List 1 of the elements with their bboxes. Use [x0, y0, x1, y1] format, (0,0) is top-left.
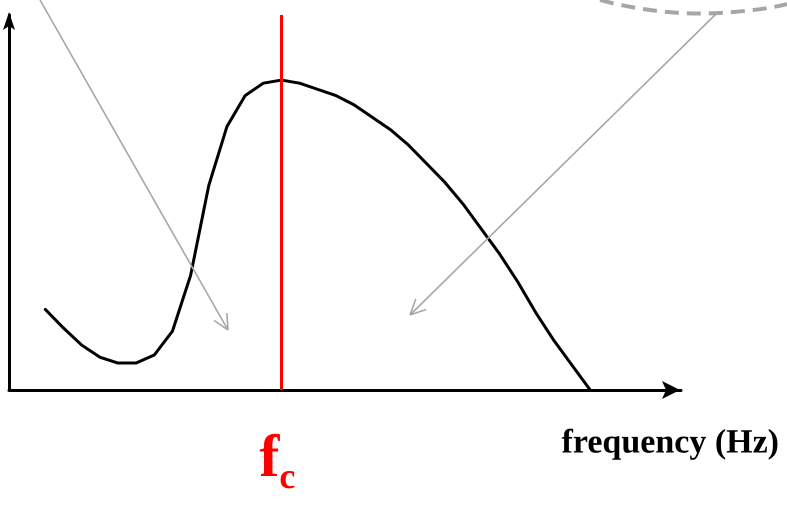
x-axis-title: frequency (Hz) — [562, 424, 780, 460]
